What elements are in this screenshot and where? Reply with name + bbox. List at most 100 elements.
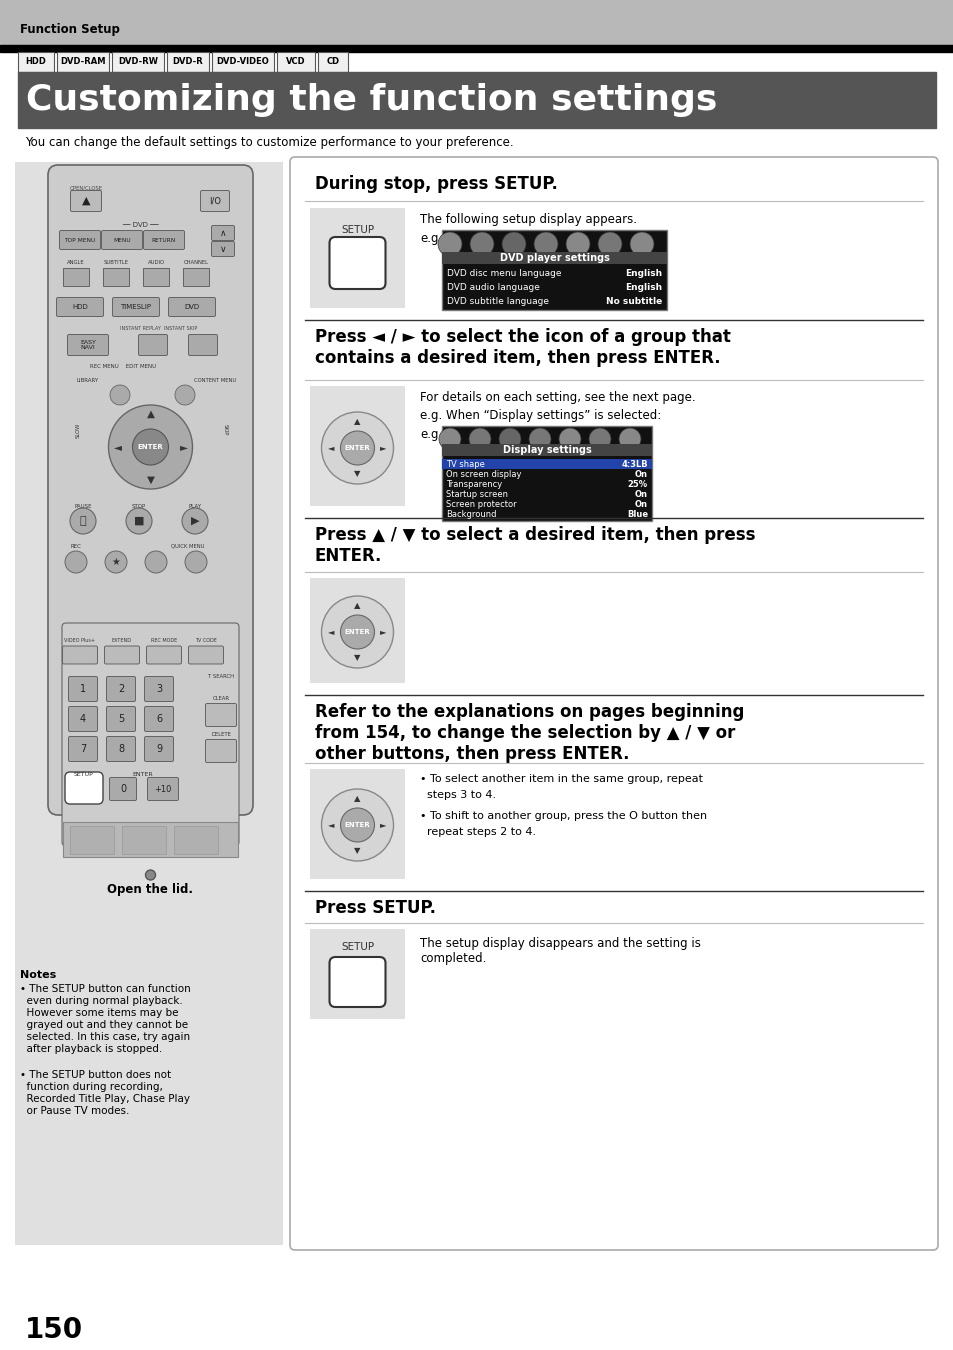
FancyBboxPatch shape (63, 647, 97, 664)
Text: 0: 0 (120, 784, 126, 794)
Text: ENTER: ENTER (132, 772, 153, 778)
Text: Screen protector: Screen protector (446, 500, 517, 509)
Text: 6: 6 (155, 714, 162, 724)
Text: ►: ► (380, 821, 386, 829)
Circle shape (145, 551, 167, 572)
Text: TIMESLIP: TIMESLIP (120, 304, 152, 310)
Circle shape (534, 232, 558, 256)
Text: Notes: Notes (20, 971, 56, 980)
FancyBboxPatch shape (205, 740, 236, 763)
Text: ∨: ∨ (219, 244, 226, 254)
FancyBboxPatch shape (138, 335, 168, 355)
Text: HDD: HDD (26, 58, 47, 66)
Text: T SEARCH: T SEARCH (208, 675, 233, 679)
Circle shape (618, 428, 640, 450)
Circle shape (340, 616, 375, 649)
Text: Display settings: Display settings (502, 446, 591, 455)
FancyBboxPatch shape (107, 706, 135, 732)
Text: Recorded Title Play, Chase Play: Recorded Title Play, Chase Play (20, 1094, 190, 1104)
Text: I/O: I/O (209, 197, 221, 205)
Text: ▲: ▲ (354, 602, 360, 610)
Text: During stop, press SETUP.: During stop, press SETUP. (314, 176, 558, 193)
Bar (441, 459, 651, 468)
Text: REC MODE: REC MODE (151, 637, 177, 643)
Text: ENTER: ENTER (344, 629, 370, 634)
Bar (103, 269, 129, 286)
Circle shape (109, 405, 193, 489)
Text: ▲: ▲ (82, 196, 91, 207)
Text: after playback is stopped.: after playback is stopped. (20, 1044, 162, 1054)
FancyBboxPatch shape (329, 238, 385, 289)
Bar (441, 427, 651, 521)
FancyBboxPatch shape (69, 676, 97, 702)
Text: The setup display disappears and the setting is
completed.: The setup display disappears and the set… (419, 937, 700, 965)
FancyBboxPatch shape (144, 706, 173, 732)
FancyBboxPatch shape (200, 190, 230, 212)
Circle shape (340, 809, 375, 842)
Circle shape (126, 508, 152, 535)
Text: English: English (624, 269, 661, 278)
Text: SETUP: SETUP (340, 942, 374, 952)
Text: • The SETUP button does not: • The SETUP button does not (20, 1071, 171, 1080)
FancyBboxPatch shape (212, 242, 234, 256)
Bar (310, 386, 405, 506)
Circle shape (598, 232, 621, 256)
Bar (310, 208, 405, 308)
Text: You can change the default settings to customize performance to your preference.: You can change the default settings to c… (25, 136, 513, 148)
Text: 150: 150 (25, 1316, 83, 1345)
Text: ◄: ◄ (328, 821, 335, 829)
Text: ▲: ▲ (147, 409, 154, 418)
FancyBboxPatch shape (144, 737, 173, 761)
Bar (70, 826, 113, 855)
Text: ▼: ▼ (354, 846, 360, 856)
Text: TOP MENU: TOP MENU (64, 238, 95, 243)
FancyBboxPatch shape (110, 778, 136, 801)
Text: OPEN/CLOSE: OPEN/CLOSE (70, 185, 102, 190)
Text: PAUSE: PAUSE (74, 505, 91, 509)
Text: Transparency: Transparency (446, 481, 501, 489)
Text: ▼: ▼ (354, 470, 360, 478)
Circle shape (321, 595, 393, 668)
Text: e.g.: e.g. (419, 428, 442, 441)
Bar (63, 269, 89, 286)
Bar (441, 252, 666, 265)
Text: DVD disc menu language: DVD disc menu language (447, 269, 561, 278)
FancyBboxPatch shape (147, 647, 181, 664)
Text: INSTANT REPLAY  INSTANT SKIP: INSTANT REPLAY INSTANT SKIP (120, 327, 197, 332)
Text: 4: 4 (80, 714, 86, 724)
FancyBboxPatch shape (329, 957, 385, 1007)
Text: ∧: ∧ (219, 228, 226, 238)
Bar (212, 53, 274, 72)
Text: ◄: ◄ (328, 444, 335, 452)
Text: Blue: Blue (626, 510, 647, 518)
Bar (18, 53, 54, 72)
Circle shape (105, 551, 127, 572)
Text: • To shift to another group, press the O button then: • To shift to another group, press the O… (419, 811, 706, 821)
Text: DVD-RAM: DVD-RAM (60, 58, 106, 66)
Circle shape (438, 428, 460, 450)
Text: TV CODE: TV CODE (194, 637, 216, 643)
Text: ENTER: ENTER (137, 444, 163, 450)
FancyBboxPatch shape (144, 676, 173, 702)
Text: DVD: DVD (184, 304, 199, 310)
Bar (310, 578, 405, 683)
Text: CD: CD (326, 58, 339, 66)
Text: Function Setup: Function Setup (20, 23, 120, 36)
Text: HDD: HDD (72, 304, 88, 310)
FancyBboxPatch shape (169, 297, 215, 316)
Text: MENU: MENU (113, 238, 131, 243)
Text: 8: 8 (118, 744, 124, 755)
Text: However some items may be: However some items may be (20, 1008, 178, 1018)
Text: LIBRARY: LIBRARY (77, 378, 99, 383)
FancyBboxPatch shape (107, 737, 135, 761)
Text: function during recording,: function during recording, (20, 1081, 163, 1092)
Text: No subtitle: No subtitle (605, 297, 661, 306)
Circle shape (110, 385, 130, 405)
Text: AUDIO: AUDIO (148, 261, 164, 266)
Text: ▲: ▲ (354, 417, 360, 427)
Circle shape (146, 869, 155, 880)
Text: CONTENT MENU: CONTENT MENU (193, 378, 236, 383)
Text: DVD-RW: DVD-RW (118, 58, 158, 66)
Bar (317, 53, 348, 72)
Text: steps 3 to 4.: steps 3 to 4. (419, 790, 496, 801)
